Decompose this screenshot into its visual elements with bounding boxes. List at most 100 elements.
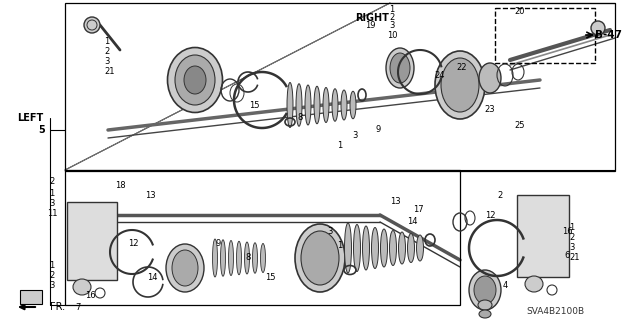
Ellipse shape	[386, 48, 414, 88]
Text: 4: 4	[502, 280, 508, 290]
Text: 3: 3	[352, 130, 358, 139]
Text: 8: 8	[245, 254, 251, 263]
Bar	[495, 8, 595, 63]
Ellipse shape	[469, 270, 501, 310]
Ellipse shape	[301, 231, 339, 285]
Ellipse shape	[166, 244, 204, 292]
Text: 21: 21	[570, 254, 580, 263]
Text: 6: 6	[564, 250, 570, 259]
Ellipse shape	[296, 84, 302, 126]
Ellipse shape	[172, 250, 198, 286]
Text: 19: 19	[365, 21, 375, 31]
Ellipse shape	[591, 21, 605, 35]
Text: 3: 3	[570, 243, 575, 253]
Text: B-47: B-47	[595, 30, 621, 40]
Ellipse shape	[84, 17, 100, 33]
Ellipse shape	[175, 55, 215, 105]
Text: 1: 1	[570, 224, 575, 233]
Text: 22: 22	[457, 63, 467, 72]
Text: FR.: FR.	[50, 302, 65, 312]
Text: 10: 10	[387, 32, 397, 41]
Text: 1: 1	[49, 189, 54, 197]
Text: 1: 1	[49, 261, 54, 270]
Text: RIGHT: RIGHT	[355, 13, 389, 23]
Ellipse shape	[305, 85, 311, 125]
Text: 14: 14	[407, 218, 417, 226]
Ellipse shape	[184, 66, 206, 94]
Text: 12: 12	[128, 239, 138, 248]
Text: 1: 1	[104, 38, 109, 47]
Ellipse shape	[408, 234, 415, 263]
Bar	[65, 170, 460, 305]
Ellipse shape	[295, 224, 345, 292]
Text: 18: 18	[115, 181, 125, 189]
Ellipse shape	[323, 87, 329, 122]
Text: 3: 3	[389, 21, 395, 31]
Text: 7: 7	[76, 302, 81, 311]
Text: 15: 15	[249, 100, 259, 109]
Ellipse shape	[314, 86, 320, 124]
Text: 20: 20	[515, 8, 525, 17]
Text: 9: 9	[216, 239, 221, 248]
Ellipse shape	[435, 51, 485, 119]
Text: 3: 3	[327, 227, 333, 236]
Ellipse shape	[76, 282, 88, 292]
Ellipse shape	[390, 231, 397, 265]
Text: 3: 3	[104, 57, 109, 66]
Text: 5: 5	[38, 125, 45, 135]
Ellipse shape	[353, 225, 360, 271]
Text: 21: 21	[105, 68, 115, 77]
Text: 2: 2	[104, 48, 109, 56]
Text: 13: 13	[145, 190, 156, 199]
Text: 13: 13	[390, 197, 400, 206]
Text: 3: 3	[49, 280, 54, 290]
Ellipse shape	[371, 227, 378, 269]
Ellipse shape	[253, 243, 257, 273]
Ellipse shape	[212, 239, 218, 277]
Text: 8: 8	[298, 114, 303, 122]
Ellipse shape	[528, 279, 540, 289]
Ellipse shape	[478, 300, 492, 310]
Text: 3: 3	[49, 198, 54, 207]
Ellipse shape	[168, 48, 223, 113]
Text: 1: 1	[337, 140, 342, 150]
Ellipse shape	[73, 279, 91, 295]
Ellipse shape	[474, 276, 496, 304]
Ellipse shape	[525, 276, 543, 292]
Text: 9: 9	[376, 125, 381, 135]
Bar	[517, 195, 569, 277]
Text: 23: 23	[484, 106, 495, 115]
Bar	[20, 290, 42, 304]
Ellipse shape	[350, 91, 356, 119]
Text: 16: 16	[84, 291, 95, 300]
Text: 2: 2	[49, 177, 54, 187]
Ellipse shape	[237, 241, 241, 275]
Ellipse shape	[390, 53, 410, 83]
Text: 2: 2	[497, 190, 502, 199]
Ellipse shape	[362, 226, 369, 270]
Text: 11: 11	[47, 209, 57, 218]
Ellipse shape	[332, 89, 338, 121]
Ellipse shape	[244, 242, 250, 274]
Ellipse shape	[441, 58, 479, 112]
Text: SVA4B2100B: SVA4B2100B	[526, 308, 584, 316]
Ellipse shape	[479, 310, 491, 318]
Ellipse shape	[221, 240, 225, 276]
Text: 17: 17	[413, 205, 423, 214]
Ellipse shape	[344, 223, 351, 273]
Ellipse shape	[260, 243, 266, 272]
Ellipse shape	[417, 235, 424, 261]
Text: 15: 15	[265, 273, 275, 283]
Ellipse shape	[399, 232, 406, 264]
Text: 2: 2	[49, 271, 54, 279]
Text: LEFT: LEFT	[17, 113, 43, 123]
Ellipse shape	[479, 63, 501, 93]
Ellipse shape	[381, 229, 387, 267]
Bar	[67, 202, 117, 280]
Text: 1: 1	[389, 5, 395, 14]
Text: 2: 2	[389, 13, 395, 23]
Text: 25: 25	[515, 121, 525, 130]
Text: 2: 2	[570, 234, 575, 242]
Ellipse shape	[228, 241, 234, 276]
Ellipse shape	[341, 90, 347, 120]
